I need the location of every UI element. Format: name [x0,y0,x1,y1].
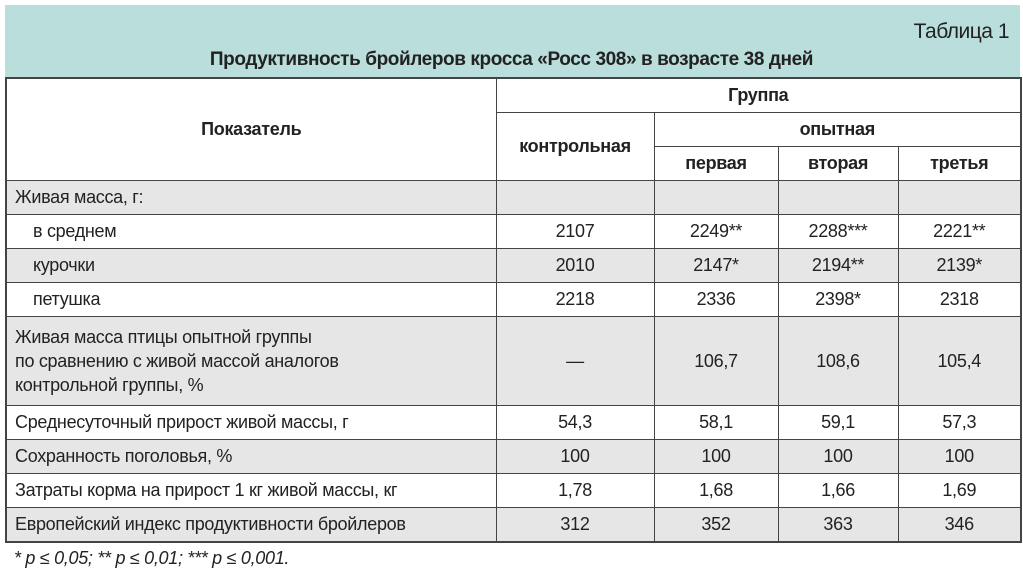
value-cell [653,180,779,215]
title-band [5,5,1020,77]
table-title: Продуктивность бройлеров кросса «Росс 30… [209,49,814,70]
value-cell: 312 [495,507,655,543]
row-label: Европейский индекс продуктивности бройле… [5,507,497,543]
value-cell: 2249** [653,214,779,249]
table-row: Сохранность поголовья, % 100 100 100 100 [5,439,1022,474]
value-cell [777,180,899,215]
value-cell: 2139* [897,248,1022,283]
table-row: Европейский индекс продуктивности бройле… [5,507,1022,543]
table-row: Среднесуточный прирост живой массы, г 54,… [5,405,1022,440]
value-cell: 100 [897,439,1022,474]
row-label: Среднесуточный прирост живой массы, г [5,405,497,440]
value-cell: 1,66 [777,473,899,508]
value-cell: 59,1 [777,405,899,440]
header-indicator: Показатель [5,77,497,181]
value-cell: 1,69 [897,473,1022,508]
value-cell: 2194** [777,248,899,283]
row-label: Живая масса птицы опытной группы по сравн… [5,316,497,406]
header-third: третья [897,146,1022,181]
table-row: Живая масса птицы опытной группы по сравн… [5,316,1022,406]
row-label: петушка [5,282,497,317]
row-label: в среднем [5,214,497,249]
header-experimental: опытная [653,112,1022,147]
row-label-line: контрольной группы, % [15,375,204,395]
footnote: * p ≤ 0,05; ** p ≤ 0,01; *** p ≤ 0,001. [14,548,290,568]
value-cell: 346 [897,507,1022,543]
value-cell: 1,78 [495,473,655,508]
value-cell: 54,3 [495,405,655,440]
value-cell: 2107 [495,214,655,249]
value-cell: 100 [777,439,899,474]
table-row: Живая масса, г: [5,180,1022,215]
header-first: первая [653,146,779,181]
value-cell: 363 [777,507,899,543]
header-second: вторая [777,146,899,181]
value-cell: 2288*** [777,214,899,249]
row-label-line: по сравнению с живой массой аналогов [15,351,339,371]
value-cell: 2147* [653,248,779,283]
value-cell: 57,3 [897,405,1022,440]
value-cell: 105,4 [897,316,1022,406]
row-label: Сохранность поголовья, % [5,439,497,474]
value-cell: 2218 [495,282,655,317]
value-cell: 352 [653,507,779,543]
value-cell: 1,68 [653,473,779,508]
value-cell: 100 [495,439,655,474]
value-cell: 108,6 [777,316,899,406]
row-label-line: Живая масса птицы опытной группы [15,327,312,347]
data-table: Показатель Группа контрольная опытная пе… [5,77,1022,543]
header-control: контрольная [495,112,655,181]
value-cell: 2336 [653,282,779,317]
value-cell: 2221** [897,214,1022,249]
value-cell [897,180,1022,215]
table-row: Затраты корма на прирост 1 кг живой масс… [5,473,1022,508]
value-cell: 100 [653,439,779,474]
value-cell: 2318 [897,282,1022,317]
row-label: Затраты корма на прирост 1 кг живой масс… [5,473,497,508]
table-row: курочки 2010 2147* 2194** 2139* [5,248,1022,283]
header-group: Группа [495,77,1022,113]
value-cell: — [495,316,655,406]
table-row: в среднем 2107 2249** 2288*** 2221** [5,214,1022,249]
value-cell: 2398* [777,282,899,317]
value-cell [495,180,655,215]
row-label: курочки [5,248,497,283]
table-number: Таблица 1 [913,20,1010,43]
table-row: петушка 2218 2336 2398* 2318 [5,282,1022,317]
value-cell: 2010 [495,248,655,283]
row-label: Живая масса, г: [5,180,497,215]
value-cell: 106,7 [653,316,779,406]
value-cell: 58,1 [653,405,779,440]
